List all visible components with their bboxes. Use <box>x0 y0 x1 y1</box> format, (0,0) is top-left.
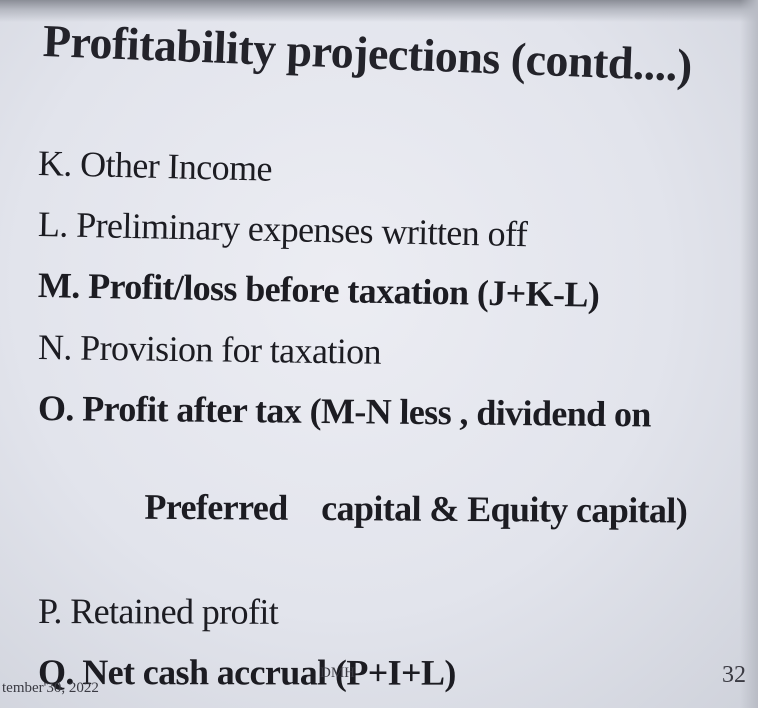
list-item-q: Q. Net cash accrual (P+I+L) <box>38 651 728 695</box>
footer-author: DMH <box>320 665 356 681</box>
list-item-m: M. Profit/loss before taxation (J+K-L) <box>38 264 729 319</box>
list-item-n: N. Provision for taxation <box>38 326 729 379</box>
item-list: K. Other Income L. Preliminary expenses … <box>38 142 728 708</box>
item-letter: O. <box>37 387 75 429</box>
projector-edge-shadow <box>0 0 758 22</box>
page-number: 32 <box>722 662 746 688</box>
item-letter: P. <box>37 590 62 631</box>
item-text: Other Income <box>79 144 273 189</box>
item-text: Preliminary expenses written off <box>75 204 528 255</box>
list-item-k: K. Other Income <box>37 142 728 202</box>
slide-right-edge <box>740 0 758 708</box>
item-letter: K. <box>37 143 73 184</box>
item-letter: M. <box>37 265 81 307</box>
list-item-o-continuation: Preferred capital & Equity capital) <box>38 442 729 576</box>
list-item-o: O. Profit after tax (M-N less , dividend… <box>38 387 728 437</box>
item-text: Retained profit <box>70 590 279 632</box>
item-letter: N. <box>37 326 73 368</box>
item-text: Net cash accrual (P+I+L) <box>82 651 456 693</box>
item-text: Preferred capital & Equity capital) <box>144 486 688 531</box>
list-item-l: L. Preliminary expenses written off <box>38 203 729 261</box>
slide-title: Profitability projections (contd....) <box>42 14 693 91</box>
item-letter: L. <box>37 204 69 245</box>
footer-date: tember'30, 2022 <box>2 680 99 696</box>
item-text: Profit after tax (M-N less , dividend on <box>82 388 652 435</box>
item-text: Provision for taxation <box>79 327 382 372</box>
item-text: Profit/loss before taxation (J+K-L) <box>87 266 600 316</box>
list-item-p: P. Retained profit <box>38 590 728 636</box>
